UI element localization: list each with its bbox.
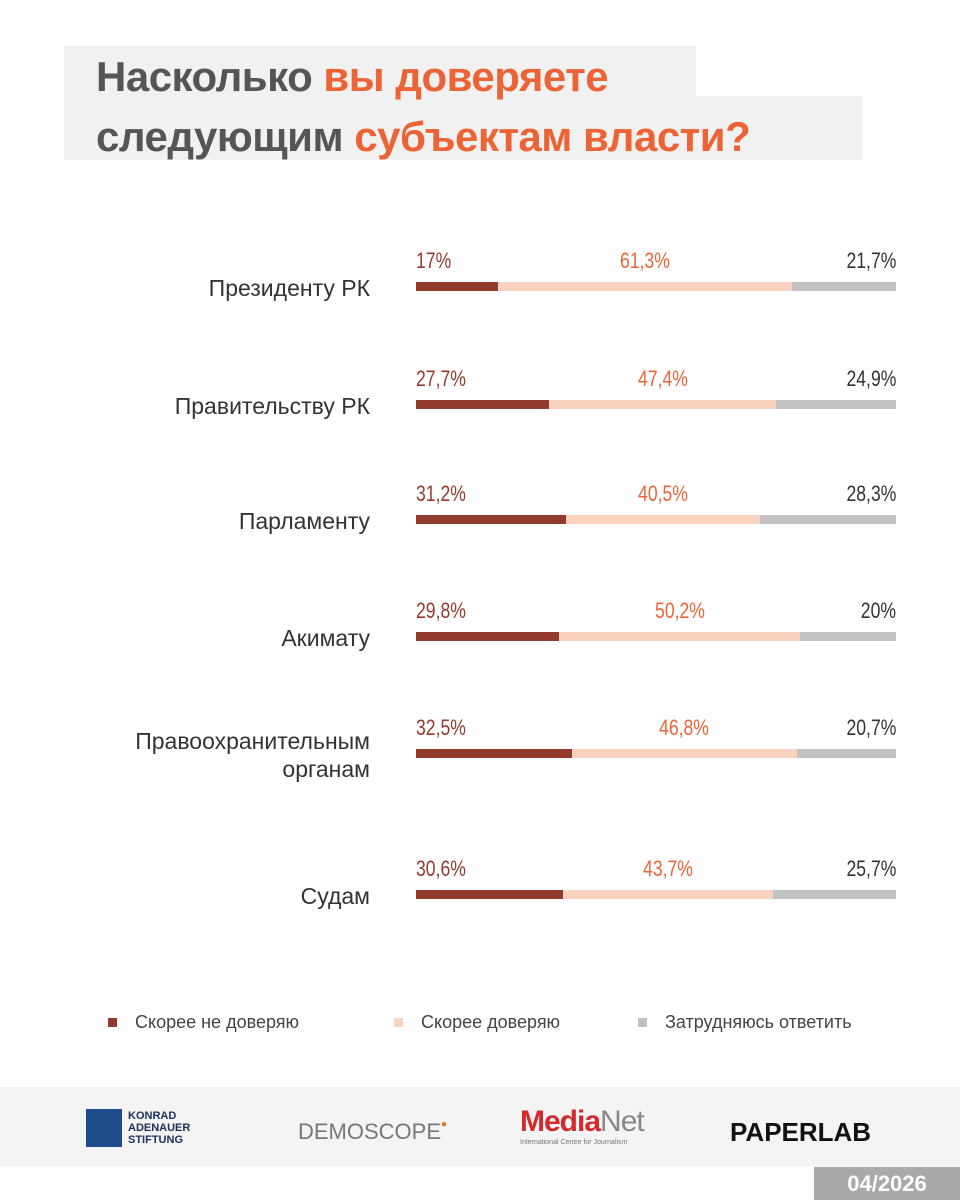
medianet-logo: MediaNet International Centre for Journa… [520, 1105, 645, 1146]
demoscope-logo: DEMOSCOPE● [298, 1119, 448, 1144]
data-label: 20,7% [846, 715, 896, 740]
data-label: 31,2% [416, 481, 466, 506]
bar-segment [416, 890, 563, 899]
bar-segment [772, 890, 896, 899]
data-label: 50,2% [654, 598, 705, 623]
legend-item: Затрудняюсь ответить [638, 1012, 852, 1033]
bar-segment [791, 282, 896, 291]
title-bg [64, 46, 696, 98]
bar-segment [416, 632, 560, 641]
bar-segment [760, 515, 896, 524]
data-label: 21,7% [846, 248, 896, 273]
title-text: следующим [96, 113, 355, 160]
bar-segment [416, 400, 549, 409]
legend-label: Скорее не доверяю [135, 1012, 300, 1032]
title-text: Насколько [96, 53, 324, 100]
category-label: Президенту РК [208, 275, 370, 301]
page-title: Насколько вы доверяете следующим субъект… [96, 50, 751, 164]
footer: KONRAD ADENAUER STIFTUNG DEMOSCOPE● MediaN… [0, 1087, 960, 1167]
bar-segment [416, 282, 498, 291]
category-label: Судам [300, 883, 370, 909]
legend-swatch [394, 1018, 403, 1027]
title-highlight: субъектам власти? [354, 113, 751, 160]
bar-segment [776, 400, 896, 409]
legend-item: Скорее доверяю [394, 1012, 560, 1033]
legend-swatch [638, 1018, 647, 1027]
bar-segment [559, 632, 800, 641]
bar-segment [796, 749, 896, 758]
category-label: Правительству РК [174, 393, 370, 419]
legend-item: Скорее не доверяю [108, 1012, 299, 1033]
paperlab-logo: PAPERLAB [730, 1117, 872, 1147]
legend-label: Скорее доверяю [421, 1012, 561, 1032]
title-bg [64, 96, 863, 160]
legend-swatch [108, 1018, 117, 1027]
data-label: 32,5% [416, 715, 466, 740]
data-label: 27,7% [416, 366, 466, 391]
data-label: 47,4% [637, 366, 688, 391]
data-label: 40,5% [637, 481, 688, 506]
data-label: 24,9% [846, 366, 896, 391]
category-label: Парламенту [238, 508, 370, 534]
bar-segment [800, 632, 896, 641]
data-label: 29,8% [416, 598, 466, 623]
data-label: 30,6% [416, 856, 466, 881]
data-label: 20% [860, 598, 896, 623]
category-label: Акимату [281, 625, 370, 651]
data-label: 25,7% [846, 856, 896, 881]
bar-segment [416, 515, 566, 524]
category-label: Правоохранительным органам [135, 728, 370, 782]
legend-label: Затрудняюсь ответить [665, 1012, 852, 1032]
data-label: 43,7% [642, 856, 693, 881]
bar-segment [562, 890, 773, 899]
kas-logo: KONRAD ADENAUER STIFTUNG [86, 1109, 190, 1147]
bar-segment [548, 400, 777, 409]
data-label: 28,3% [846, 481, 896, 506]
bar-segment [497, 282, 792, 291]
bar-segment [416, 749, 572, 758]
bar-segment [565, 515, 761, 524]
title-highlight: вы доверяете [323, 53, 609, 100]
bar-segment [572, 749, 797, 758]
date-badge: 04/2026 [814, 1167, 960, 1200]
data-label: 17% [416, 248, 452, 273]
data-label: 61,3% [619, 248, 670, 273]
data-label: 46,8% [659, 715, 710, 740]
